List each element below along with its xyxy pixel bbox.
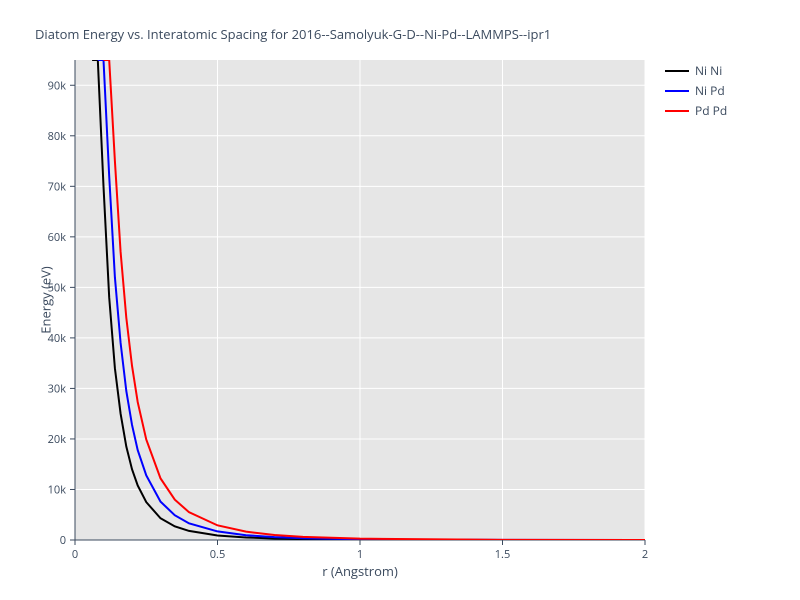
plot-area: 00.511.52010k20k30k40k50k60k70k80k90k: [75, 60, 645, 540]
x-axis-label: r (Angstrom): [322, 562, 398, 580]
y-tick-label: 70k: [48, 179, 67, 194]
x-tick-label: 0.5: [210, 547, 225, 562]
legend: Ni Ni Ni Pd Pd Pd: [665, 62, 727, 122]
x-tick-label: 0: [72, 547, 78, 562]
legend-label: Ni Ni: [695, 62, 722, 79]
x-tick-label: 1: [357, 547, 363, 562]
series-line: [104, 60, 646, 540]
y-tick-label: 30k: [48, 381, 67, 396]
plot-svg: 00.511.52010k20k30k40k50k60k70k80k90k: [75, 60, 645, 540]
y-tick-label: 80k: [48, 129, 67, 144]
legend-swatch: [665, 70, 689, 72]
y-tick-label: 90k: [48, 78, 67, 93]
series-line: [98, 60, 645, 540]
x-tick-label: 1.5: [495, 547, 510, 562]
y-tick-label: 50k: [48, 280, 67, 295]
y-tick-label: 0: [60, 533, 66, 548]
y-tick-label: 20k: [48, 432, 67, 447]
y-tick-label: 60k: [48, 230, 67, 245]
y-tick-label: 10k: [48, 482, 67, 497]
legend-item[interactable]: Ni Ni: [665, 62, 727, 79]
chart-title: Diatom Energy vs. Interatomic Spacing fo…: [35, 25, 551, 43]
legend-label: Pd Pd: [695, 102, 727, 119]
legend-label: Ni Pd: [695, 82, 725, 99]
series-line: [92, 60, 645, 540]
y-tick-label: 40k: [48, 331, 67, 346]
legend-item[interactable]: Ni Pd: [665, 82, 727, 99]
legend-swatch: [665, 90, 689, 92]
x-tick-label: 2: [642, 547, 648, 562]
chart-container: Diatom Energy vs. Interatomic Spacing fo…: [0, 0, 800, 600]
y-axis-label: Energy (eV): [37, 266, 55, 333]
legend-item[interactable]: Pd Pd: [665, 102, 727, 119]
legend-swatch: [665, 110, 689, 112]
